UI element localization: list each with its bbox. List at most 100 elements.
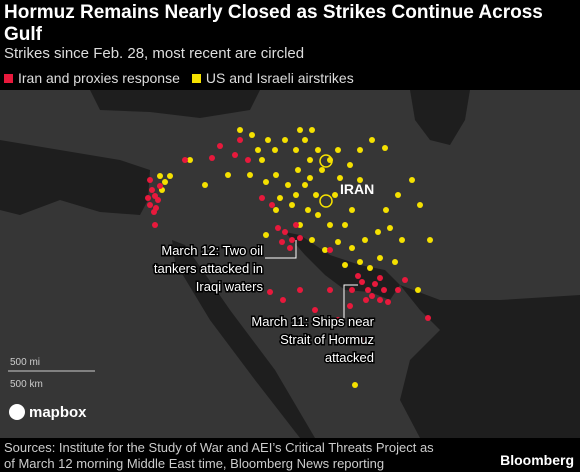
strike-dot xyxy=(149,187,155,193)
strike-dot xyxy=(209,155,215,161)
strike-dot xyxy=(312,307,318,313)
strike-dot xyxy=(267,289,273,295)
strike-dot xyxy=(273,172,279,178)
strike-dot xyxy=(352,382,358,388)
strike-dot xyxy=(237,137,243,143)
strike-dot xyxy=(232,152,238,158)
strike-dot xyxy=(282,137,288,143)
strike-dot xyxy=(335,239,341,245)
strike-dot xyxy=(342,222,348,228)
strike-dot xyxy=(307,175,313,181)
strike-dot xyxy=(187,157,193,163)
annotation-line: tankers attacked in xyxy=(154,261,263,276)
strike-dot xyxy=(367,265,373,271)
strike-dot xyxy=(249,132,255,138)
annotation: March 11: Ships near Strait of Hormuz atta… xyxy=(250,313,376,367)
strike-dot xyxy=(289,237,295,243)
strike-dot xyxy=(157,183,163,189)
strike-dot xyxy=(275,225,281,231)
leader-line xyxy=(265,240,297,259)
strike-dot xyxy=(392,259,398,265)
strike-dot xyxy=(217,143,223,149)
strike-dot xyxy=(263,232,269,238)
strike-dot xyxy=(347,162,353,168)
mapbox-logo xyxy=(9,404,25,420)
strike-dot xyxy=(385,299,391,305)
strike-dot xyxy=(202,182,208,188)
strike-dot xyxy=(297,287,303,293)
strike-dot xyxy=(359,337,365,343)
strike-dot xyxy=(245,157,251,163)
country-label: IRAN xyxy=(340,181,374,197)
strike-dot xyxy=(255,147,261,153)
strike-dot xyxy=(409,177,415,183)
strike-dot xyxy=(263,179,269,185)
strike-dot xyxy=(293,192,299,198)
strike-dot xyxy=(395,192,401,198)
strike-dot xyxy=(417,202,423,208)
strike-dot xyxy=(382,145,388,151)
strike-dot xyxy=(225,172,231,178)
strike-dot xyxy=(302,182,308,188)
strike-dot xyxy=(349,287,355,293)
recent-circle xyxy=(319,154,333,168)
strike-dot xyxy=(415,287,421,293)
strike-dot xyxy=(369,293,375,299)
legend-swatch xyxy=(4,74,13,83)
strike-dot xyxy=(363,297,369,303)
annotation-line: March 12: Two oil xyxy=(161,243,263,258)
strike-dot xyxy=(369,137,375,143)
strike-dot xyxy=(272,147,278,153)
strike-dot xyxy=(287,245,293,251)
strike-dot xyxy=(182,157,188,163)
strike-dot xyxy=(425,315,431,321)
strike-dot xyxy=(377,255,383,261)
strike-dot xyxy=(305,207,311,213)
annotation-line: Iraqi waters xyxy=(196,279,264,294)
strike-dot xyxy=(297,127,303,133)
strike-dot xyxy=(327,287,333,293)
strike-dot xyxy=(273,207,279,213)
strike-dot xyxy=(362,237,368,243)
strike-dot xyxy=(309,237,315,243)
leader-line xyxy=(343,284,358,318)
strike-dot xyxy=(427,237,433,243)
footer: Sources: Institute for the Study of War … xyxy=(4,440,434,472)
strike-dot xyxy=(293,222,299,228)
sea xyxy=(410,90,470,145)
strike-dot xyxy=(295,167,301,173)
legend-item: Iran and proxies response xyxy=(4,70,180,86)
scale-label: 500 km xyxy=(10,379,43,390)
strike-dot xyxy=(335,147,341,153)
strike-dot xyxy=(265,137,271,143)
strike-dot xyxy=(152,222,158,228)
strike-dot xyxy=(313,192,319,198)
sea xyxy=(0,140,150,215)
strike-dot xyxy=(302,137,308,143)
strike-dot xyxy=(337,175,343,181)
scale-label: 500 mi xyxy=(10,357,40,368)
strike-dot xyxy=(377,297,383,303)
strike-dot xyxy=(237,127,243,133)
strike-dot xyxy=(399,237,405,243)
strike-dot xyxy=(297,235,303,241)
strike-dot xyxy=(395,287,401,293)
strike-dot xyxy=(335,317,341,323)
strike-dot xyxy=(375,229,381,235)
strike-dot xyxy=(147,177,153,183)
source-line: Sources: Institute for the Study of War … xyxy=(4,440,434,455)
annotation-line: attacked xyxy=(325,350,374,365)
annotation-line: Strait of Hormuz xyxy=(280,332,374,347)
strike-dot xyxy=(155,197,161,203)
sea xyxy=(400,285,580,438)
strike-dot xyxy=(282,229,288,235)
strike-dot xyxy=(322,247,328,253)
strike-dot xyxy=(355,273,361,279)
strike-dot xyxy=(342,262,348,268)
strike-dot xyxy=(383,207,389,213)
strike-dot xyxy=(327,222,333,228)
strike-dot xyxy=(285,182,291,188)
strike-dot xyxy=(259,157,265,163)
